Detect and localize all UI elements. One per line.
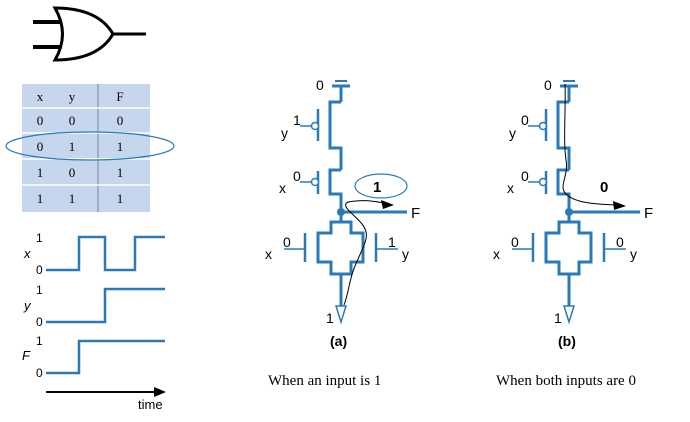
panel-b-caption-letter: (b) (558, 333, 576, 349)
truth-table-cell: 1 (117, 139, 124, 154)
wave-f-low-label: 0 (36, 366, 43, 380)
panel-a-nmos-left-gate-name: x (265, 246, 272, 262)
panel-a-output-label: F (411, 205, 420, 222)
or-gate-symbol (33, 6, 146, 62)
truth-table-cell: 1 (117, 165, 124, 180)
panel-b-output-label: F (644, 205, 653, 222)
panel-b: 0 0 y 0 x 0 F 0 x 0 y 1 (b) When both in… (493, 77, 653, 389)
wave-x-high-label: 1 (36, 231, 43, 245)
panel-a-current-path (343, 200, 385, 306)
panel-a-caption-letter: (a) (330, 333, 347, 349)
panel-b-vdd-value: 0 (544, 77, 552, 93)
panel-a-pmos-bottom-gate-name: x (279, 180, 286, 196)
truth-table-cell: 1 (37, 165, 44, 180)
panel-b-current-path (562, 83, 617, 206)
panel-a-ground-arrow (334, 305, 348, 325)
panel-a-pmos-top-gate-value: 1 (293, 112, 301, 128)
panel-a-ground-value: 1 (326, 310, 334, 326)
panel-b-pmos-top-gate-name: y (509, 125, 516, 141)
truth-table-cell: 0 (69, 113, 76, 128)
truth-table-header-x: x (37, 89, 44, 104)
wave-y-high-label: 1 (36, 283, 43, 297)
wave-f-name: F (22, 348, 31, 363)
panel-a-nmos-right-gate-name: y (402, 246, 409, 262)
panel-a-vdd-value: 0 (316, 77, 324, 93)
wave-y-low-label: 0 (36, 315, 43, 329)
truth-table-cell: 1 (69, 191, 76, 206)
panel-a: 0 1 y 0 x 1 F 0 x 1 y 1 (a) When an inpu… (265, 77, 420, 389)
truth-table-header-y: y (69, 89, 76, 104)
wave-f-high-label: 1 (36, 334, 43, 348)
panel-a-pmos-bottom-gate-value: 0 (293, 168, 301, 184)
wave-x-trace (46, 235, 165, 272)
truth-table-cells: x y F 0 0 0 0 1 1 1 0 1 1 1 1 (37, 89, 124, 206)
panel-b-nmos-left-gate-value: 0 (511, 234, 519, 250)
panel-b-output-value: 0 (600, 179, 608, 196)
panel-a-output-value-ellipse (354, 173, 408, 199)
wave-f-trace (46, 339, 165, 375)
panel-a-output-value: 1 (373, 179, 381, 196)
panel-b-pmos-bottom-gate-name: x (507, 180, 514, 196)
panel-b-output-node (565, 208, 573, 216)
panel-a-wiring (284, 80, 407, 306)
waveforms: x 1 0 y 1 0 F 1 0 time (22, 231, 166, 412)
time-axis-arrowhead (154, 387, 166, 397)
truth-table-cell: 1 (117, 191, 124, 206)
panel-b-nmos-left-gate-name: x (493, 246, 500, 262)
truth-table: x y F 0 0 0 0 1 1 1 0 1 1 1 1 (5, 84, 175, 212)
panel-b-nmos-right-gate-value: 0 (616, 234, 624, 250)
panel-a-nmos-left-gate-value: 0 (283, 234, 291, 250)
truth-table-cell: 0 (117, 113, 124, 128)
panel-a-output-node (337, 208, 345, 216)
panel-b-ground-value: 1 (554, 310, 562, 326)
truth-table-cell: 0 (37, 113, 44, 128)
truth-table-cell: 0 (37, 139, 44, 154)
panel-b-wiring (512, 80, 640, 306)
panel-b-nmos-right-gate-name: y (630, 246, 637, 262)
panel-a-pmos-top-gate-name: y (281, 125, 288, 141)
wave-y-trace (46, 287, 165, 324)
panel-b-caption: When both inputs are 0 (496, 373, 636, 389)
wave-x-low-label: 0 (36, 263, 43, 277)
panel-b-ground-arrow (562, 305, 576, 325)
panel-b-pmos-bottom-gate-value: 0 (521, 168, 529, 184)
truth-table-cell: 0 (69, 165, 76, 180)
panel-b-pmos-top-gate-value: 0 (521, 112, 529, 128)
time-label: time (138, 397, 163, 412)
wave-y-name: y (23, 298, 32, 313)
highlighted-row-ellipse (5, 131, 175, 161)
panel-a-nmos-right-gate-value: 1 (388, 234, 396, 250)
panel-a-caption: When an input is 1 (268, 373, 381, 389)
truth-table-cell: 1 (37, 191, 44, 206)
truth-table-cell: 1 (69, 139, 76, 154)
wave-x-name: x (23, 246, 31, 261)
truth-table-header-F: F (116, 89, 123, 104)
